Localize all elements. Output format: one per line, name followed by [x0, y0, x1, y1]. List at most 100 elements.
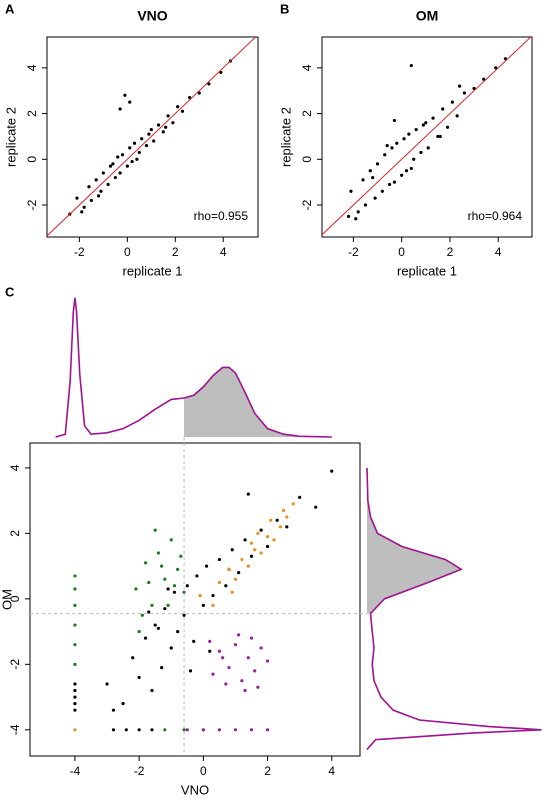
point — [249, 636, 254, 640]
point — [455, 114, 459, 118]
point — [152, 139, 156, 143]
point — [230, 548, 234, 552]
point — [259, 528, 263, 532]
point — [164, 125, 168, 129]
point — [73, 688, 77, 693]
chart-title: OM — [416, 8, 439, 24]
point — [124, 728, 128, 732]
point — [400, 173, 404, 177]
x-tick-label: 4 — [495, 245, 502, 259]
point — [73, 587, 77, 591]
point — [361, 178, 365, 182]
point — [73, 695, 77, 699]
point — [123, 93, 127, 97]
point — [404, 169, 409, 173]
point — [73, 682, 77, 686]
point — [73, 623, 77, 627]
point — [188, 95, 192, 100]
point — [150, 728, 154, 732]
point — [198, 593, 202, 598]
point — [450, 100, 454, 104]
point — [402, 137, 406, 141]
point — [249, 728, 254, 732]
point — [494, 66, 498, 70]
point — [224, 584, 228, 588]
point — [219, 70, 223, 75]
point — [166, 587, 170, 591]
y-tick-label: 4 — [300, 64, 314, 71]
point — [390, 146, 394, 150]
x-tick-label: -4 — [70, 764, 81, 778]
point — [156, 123, 161, 127]
point — [246, 492, 250, 496]
point — [176, 105, 180, 109]
point — [253, 669, 257, 673]
point — [233, 728, 238, 732]
point — [188, 669, 193, 673]
point — [385, 143, 389, 148]
x-tick-label: 4 — [328, 764, 335, 778]
y-axis-label: replicate 2 — [3, 107, 18, 167]
point — [73, 662, 77, 666]
point — [285, 515, 289, 519]
point — [240, 679, 244, 683]
point — [240, 557, 244, 562]
point — [208, 649, 212, 653]
panel-label: A — [5, 1, 15, 16]
point — [96, 194, 101, 198]
point — [106, 182, 110, 187]
y-axis-label: replicate 2 — [278, 107, 293, 167]
density-line-dashed — [55, 297, 332, 438]
point — [128, 146, 132, 150]
y-tick-label: 4 — [8, 464, 22, 471]
point — [211, 603, 215, 607]
point — [409, 63, 413, 68]
point — [421, 123, 425, 127]
point — [185, 728, 189, 732]
point — [180, 109, 185, 113]
point — [278, 525, 282, 529]
point — [160, 564, 164, 568]
point — [259, 551, 263, 555]
point — [375, 162, 380, 166]
point — [227, 567, 231, 571]
point — [147, 580, 151, 585]
point — [169, 646, 173, 650]
point — [169, 538, 173, 542]
point — [116, 155, 120, 159]
point — [111, 708, 116, 712]
point — [383, 153, 387, 157]
point — [371, 175, 375, 180]
x-tick-label: 2 — [447, 245, 454, 259]
point — [208, 639, 212, 644]
point — [392, 118, 397, 123]
point — [144, 143, 149, 148]
point — [265, 659, 270, 663]
point — [163, 577, 167, 581]
x-tick-label: -2 — [134, 764, 145, 778]
point — [150, 603, 154, 607]
point — [482, 77, 486, 81]
x-tick-label: 4 — [220, 245, 227, 259]
y-tick-label: 2 — [8, 530, 22, 537]
point — [204, 564, 209, 568]
point — [221, 656, 225, 660]
point — [414, 127, 418, 132]
point — [409, 166, 413, 171]
point — [125, 164, 129, 168]
y-tick-label: 0 — [8, 595, 22, 602]
chart-title: VNO — [137, 8, 167, 24]
density-shade — [184, 367, 332, 437]
point — [275, 518, 279, 522]
x-axis-label: VNO — [181, 782, 209, 797]
point — [171, 121, 175, 125]
point — [246, 564, 250, 568]
point — [426, 146, 430, 150]
point — [172, 590, 177, 594]
point — [436, 134, 440, 139]
point — [201, 728, 205, 732]
point — [182, 728, 186, 732]
point — [395, 141, 399, 145]
point — [207, 82, 211, 86]
